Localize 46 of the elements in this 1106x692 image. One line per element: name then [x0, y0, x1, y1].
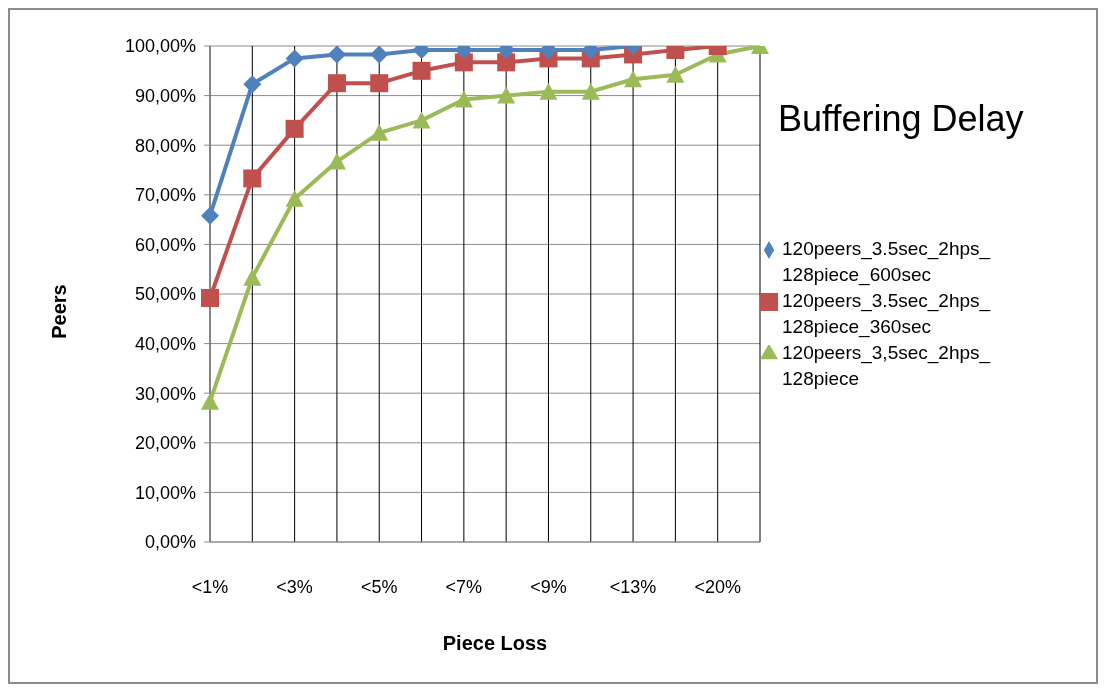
point [327, 74, 346, 93]
y-tick-label: 70,00% [134, 185, 196, 206]
point [370, 46, 389, 64]
legend-label: 120peers_3,5sec_2hps_128piece [782, 341, 992, 391]
y-tick-label: 60,00% [134, 234, 196, 255]
y-tick-label: 80,00% [134, 135, 196, 156]
point [201, 392, 219, 410]
point [624, 70, 643, 88]
point [666, 65, 685, 83]
point [497, 86, 516, 104]
point [412, 111, 431, 129]
point [243, 75, 262, 94]
x-tick-label: <9% [530, 576, 567, 597]
x-tick-label: <20% [694, 576, 741, 597]
point [285, 49, 304, 68]
point [243, 268, 262, 286]
y-tick-label: 100,00% [124, 36, 196, 57]
point [412, 61, 431, 80]
point [370, 123, 389, 141]
x-axis-title: Piece Loss [441, 632, 549, 655]
point [243, 169, 262, 188]
point [454, 90, 473, 108]
legend-label: 120peers_3.5sec_2hps_128piece_360sec [782, 289, 992, 340]
x-tick-label: <3% [276, 576, 313, 597]
point [201, 206, 219, 225]
text: Buffering Delay [778, 98, 1024, 140]
point [581, 82, 600, 100]
point [370, 74, 389, 93]
y-tick-label: 20,00% [134, 433, 196, 454]
point [285, 189, 304, 207]
y-axis-title: Peers [47, 284, 71, 339]
y-tick-label: 30,00% [134, 383, 196, 404]
y-tick-label: 40,00% [134, 333, 196, 354]
point [327, 46, 346, 64]
point [201, 288, 219, 307]
x-tick-label: <5% [360, 576, 398, 597]
point [285, 119, 304, 138]
y-tick-label: 10,00% [134, 482, 196, 503]
point [539, 82, 558, 100]
x-tick-label: <1% [191, 576, 229, 597]
y-tick-label: 50,00% [134, 284, 196, 305]
x-tick-label: <13% [609, 576, 657, 597]
y-tick-label: 90,00% [134, 85, 196, 106]
y-tick-label: 0,00% [144, 532, 196, 553]
legend-label: 120peers_3.5sec_2hps_128piece_600sec [782, 237, 992, 288]
x-tick-label: <7% [445, 576, 483, 597]
